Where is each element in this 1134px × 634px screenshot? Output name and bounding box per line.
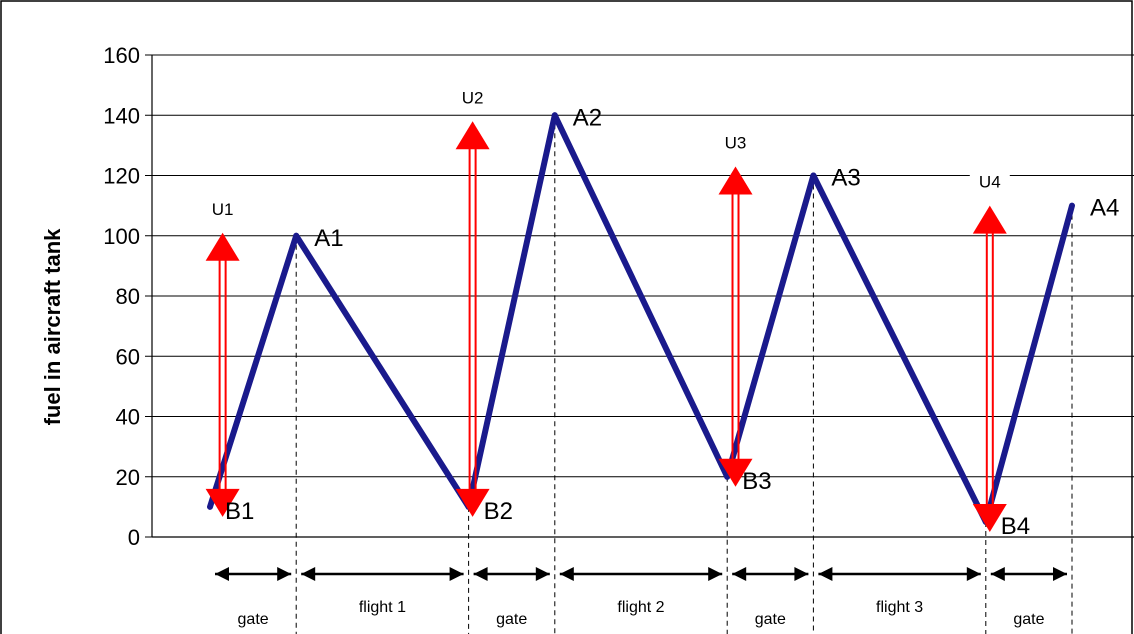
point-label: B1 bbox=[225, 498, 254, 525]
point-label: A4 bbox=[1090, 195, 1119, 222]
point-label: A1 bbox=[314, 225, 343, 252]
y-tick-label: 160 bbox=[103, 43, 140, 68]
y-tick-label: 120 bbox=[103, 164, 140, 189]
phase-label: flight 2 bbox=[617, 599, 664, 616]
point-label: B2 bbox=[484, 498, 513, 525]
y-tick-label: 100 bbox=[103, 224, 140, 249]
phase-label: flight 1 bbox=[359, 599, 406, 616]
point-label: A2 bbox=[573, 104, 602, 131]
y-tick-label: 0 bbox=[128, 525, 140, 550]
point-label: B4 bbox=[1001, 513, 1030, 540]
y-tick-label: 60 bbox=[116, 344, 140, 369]
y-tick-label: 140 bbox=[103, 103, 140, 128]
refuel-label: U4 bbox=[979, 173, 1001, 192]
point-label: A3 bbox=[831, 165, 860, 192]
y-axis-label: fuel in aircraft tank bbox=[40, 228, 65, 426]
phase-label: flight 3 bbox=[876, 599, 923, 616]
phase-label: gate bbox=[755, 611, 786, 628]
refuel-label: U2 bbox=[462, 88, 484, 107]
y-tick-label: 40 bbox=[116, 405, 140, 430]
y-tick-label: 80 bbox=[116, 284, 140, 309]
phase-label: gate bbox=[496, 611, 527, 628]
y-tick-label: 20 bbox=[116, 465, 140, 490]
phase-label: gate bbox=[1013, 611, 1044, 628]
point-label: B3 bbox=[742, 468, 771, 495]
phase-label: gate bbox=[238, 611, 269, 628]
refuel-label: U3 bbox=[725, 133, 747, 152]
refuel-label: U1 bbox=[212, 200, 234, 219]
